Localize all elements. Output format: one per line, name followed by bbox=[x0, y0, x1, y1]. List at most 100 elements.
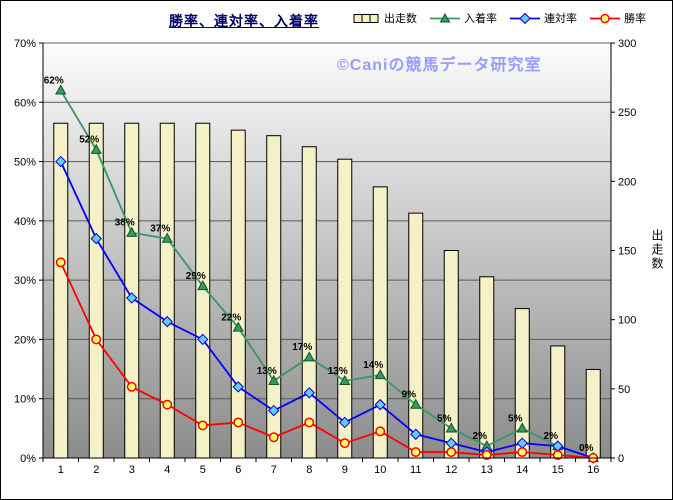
data-label: 5% bbox=[508, 413, 523, 424]
axes: 0%10%20%30%40%50%60%70%05010015020025030… bbox=[14, 38, 636, 476]
data-label: 9% bbox=[402, 390, 417, 401]
diamond-marker bbox=[161, 315, 173, 328]
diamond-marker bbox=[90, 232, 102, 245]
left-axis-label: 60% bbox=[14, 97, 36, 109]
circle-marker bbox=[375, 426, 386, 437]
series-line bbox=[59, 261, 594, 459]
left-axis-label: 50% bbox=[14, 157, 36, 169]
x-axis-label: 6 bbox=[235, 464, 241, 476]
bar bbox=[88, 122, 104, 459]
bar bbox=[514, 308, 530, 459]
triangle-marker bbox=[268, 374, 280, 386]
x-axis-label: 8 bbox=[306, 464, 312, 476]
series-line bbox=[59, 89, 594, 459]
watermark: ©Caniの競馬データ研究室 bbox=[337, 57, 542, 74]
data-labels: 62% 52% 38% 37% 29% 22% 13% 17% 13% 14% 9% 5% 2% 5% 2%… bbox=[44, 75, 594, 454]
triangle-marker bbox=[232, 321, 244, 332]
circle-marker bbox=[126, 381, 137, 392]
triangle-marker bbox=[339, 374, 351, 386]
x-axis-label: 13 bbox=[481, 464, 493, 476]
triangle-marker bbox=[90, 143, 102, 154]
chart-title: 勝率、連対率、入着率 bbox=[169, 13, 319, 29]
triangle-marker bbox=[445, 422, 457, 433]
x-axis-label: 1 bbox=[58, 464, 64, 476]
diamond-marker bbox=[126, 292, 138, 304]
legend-item-place-rate: 入着率 bbox=[430, 10, 497, 26]
data-label: 52% bbox=[79, 135, 99, 146]
circle-marker bbox=[91, 334, 102, 345]
right-axis-label: 0 bbox=[618, 453, 624, 465]
x-axis-label: 15 bbox=[552, 464, 564, 476]
diamond-marker bbox=[303, 387, 315, 399]
circle-marker bbox=[481, 450, 492, 460]
diamond-marker bbox=[232, 381, 244, 393]
x-axis-label: 5 bbox=[200, 464, 206, 476]
legend-item-win-rate: 勝率 bbox=[590, 10, 646, 26]
triangle-marker bbox=[303, 351, 315, 362]
left-axis-label: 30% bbox=[14, 275, 36, 287]
triangle-marker bbox=[197, 280, 209, 291]
circle-marker bbox=[410, 447, 421, 458]
data-label: 29% bbox=[186, 271, 206, 282]
data-label: 14% bbox=[363, 360, 383, 371]
diamond-marker bbox=[268, 404, 280, 417]
x-axis-label: 4 bbox=[164, 464, 170, 476]
circle-marker bbox=[233, 417, 244, 428]
x-axis-label: 7 bbox=[271, 464, 277, 476]
x-axis-label: 12 bbox=[445, 464, 457, 476]
quinella-rate-series-icon bbox=[510, 12, 540, 24]
bar bbox=[337, 158, 353, 459]
diamond-marker bbox=[339, 416, 351, 429]
legend-label-starts: 出走数 bbox=[384, 13, 417, 25]
triangle-marker bbox=[410, 398, 422, 409]
circle-marker bbox=[197, 420, 208, 431]
data-label: 2% bbox=[544, 431, 559, 442]
data-label: 5% bbox=[437, 413, 452, 424]
circle-marker bbox=[162, 399, 173, 410]
circle-marker bbox=[268, 432, 279, 443]
data-label: 13% bbox=[328, 366, 348, 377]
data-label: 0% bbox=[579, 443, 594, 454]
left-axis-label: 20% bbox=[14, 334, 36, 346]
win-rate-series-icon bbox=[590, 13, 620, 23]
right-axis-label: 150 bbox=[618, 246, 636, 258]
data-label: 17% bbox=[292, 342, 312, 353]
diamond-marker bbox=[410, 428, 422, 440]
left-axis-label: 10% bbox=[14, 394, 36, 406]
circle-marker bbox=[304, 417, 315, 428]
data-label: 2% bbox=[473, 431, 488, 442]
right-axis-label: 50 bbox=[618, 384, 630, 396]
series-line bbox=[59, 161, 594, 459]
left-axis-label: 70% bbox=[14, 38, 36, 50]
diamond-marker bbox=[197, 333, 209, 346]
circle-marker bbox=[446, 447, 457, 458]
triangle-marker bbox=[126, 226, 138, 237]
x-axis-label: 10 bbox=[374, 464, 386, 476]
triangle-marker bbox=[374, 368, 386, 380]
right-axis-label: 250 bbox=[618, 107, 636, 119]
data-label: 37% bbox=[150, 224, 170, 235]
data-label: 62% bbox=[44, 75, 64, 86]
right-axis-label: 100 bbox=[618, 315, 636, 327]
x-axis-label: 14 bbox=[516, 464, 528, 476]
circle-marker bbox=[552, 450, 563, 460]
x-axis-label: 2 bbox=[93, 464, 99, 476]
diamond-marker bbox=[55, 155, 67, 168]
legend-item-quinella-rate: 連対率 bbox=[510, 10, 577, 26]
triangle-marker bbox=[161, 232, 173, 243]
left-axis-label: 40% bbox=[14, 216, 36, 228]
x-axis-label: 16 bbox=[587, 464, 599, 476]
bar bbox=[301, 146, 317, 459]
bar bbox=[408, 212, 424, 459]
bar bbox=[230, 129, 246, 459]
right-axis-label: 200 bbox=[618, 176, 636, 188]
circle-marker bbox=[339, 438, 350, 449]
left-axis-label: 0% bbox=[20, 453, 36, 465]
bar-series bbox=[53, 122, 601, 459]
right-axis-title: 出走数 bbox=[650, 229, 664, 271]
place-rate-series-icon bbox=[430, 12, 460, 22]
x-axis-label: 3 bbox=[129, 464, 135, 476]
data-label: 38% bbox=[115, 218, 135, 229]
